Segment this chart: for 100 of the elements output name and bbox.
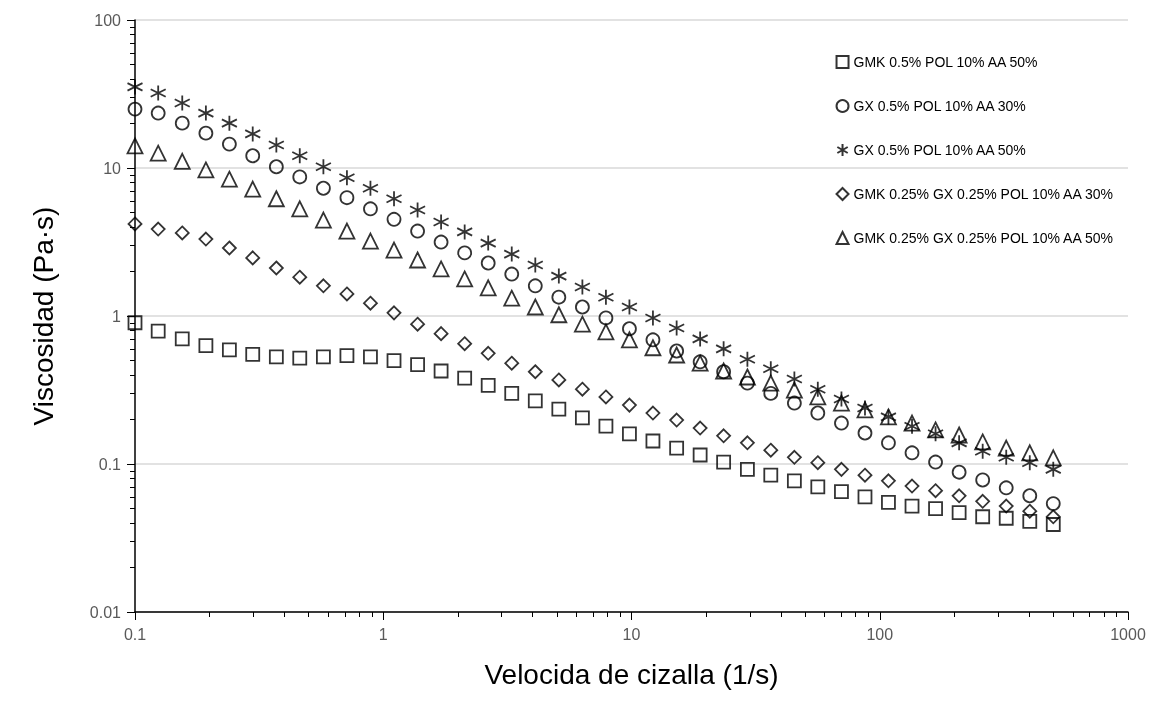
point <box>997 439 1015 457</box>
point <box>433 326 449 342</box>
point <box>763 467 779 483</box>
point <box>951 464 967 480</box>
point <box>668 346 686 364</box>
point <box>245 250 261 266</box>
point <box>1044 460 1062 478</box>
point <box>645 332 661 348</box>
point <box>174 331 190 347</box>
point <box>598 389 614 405</box>
point <box>597 288 615 306</box>
point <box>785 370 803 388</box>
point <box>975 472 991 488</box>
point <box>763 385 779 401</box>
point <box>221 342 237 358</box>
legend-label: GX 0.5% POL 10% AA 50% <box>853 142 1026 158</box>
point <box>527 278 543 294</box>
point <box>432 260 450 278</box>
point <box>174 225 190 241</box>
point <box>692 420 708 436</box>
point <box>292 169 308 185</box>
point <box>316 349 331 365</box>
y-tick-label: 0.1 <box>98 455 122 473</box>
point <box>267 190 285 208</box>
point <box>504 355 520 371</box>
point <box>833 390 850 408</box>
point <box>551 401 567 417</box>
point <box>809 388 827 406</box>
point <box>457 336 473 352</box>
point <box>740 435 755 451</box>
point <box>740 461 755 477</box>
point <box>927 425 944 443</box>
point <box>198 231 214 247</box>
point <box>762 360 780 378</box>
point <box>526 298 544 316</box>
point <box>127 315 143 331</box>
point <box>1022 503 1038 519</box>
point <box>786 395 802 411</box>
point <box>432 213 450 231</box>
point <box>881 495 896 510</box>
point <box>220 114 238 132</box>
point <box>456 270 474 288</box>
point <box>363 349 378 365</box>
y-tick-label: 100 <box>94 11 122 29</box>
point <box>573 278 591 296</box>
point <box>198 125 214 141</box>
point <box>904 478 920 494</box>
point <box>573 315 591 333</box>
y-tick-label: 10 <box>103 159 122 177</box>
point <box>786 473 802 489</box>
point <box>504 385 520 401</box>
point <box>716 428 732 444</box>
point <box>550 267 568 285</box>
point <box>857 467 873 483</box>
point <box>197 161 215 179</box>
point <box>504 266 520 282</box>
point <box>550 306 568 324</box>
point <box>998 510 1014 526</box>
point <box>622 426 637 442</box>
point <box>150 105 166 121</box>
point <box>975 493 991 509</box>
point <box>1044 449 1062 467</box>
point <box>433 363 449 379</box>
point <box>503 245 521 263</box>
point <box>410 357 425 372</box>
point <box>739 368 756 386</box>
point <box>1022 513 1038 529</box>
point <box>1045 517 1061 532</box>
point <box>315 211 332 229</box>
point <box>197 104 215 122</box>
point <box>598 418 614 434</box>
point <box>173 152 191 170</box>
point <box>833 394 850 412</box>
point <box>974 433 992 451</box>
point <box>291 200 309 218</box>
legend-label: GMK 0.25% GX 0.25% POL 10% AA 50% <box>853 230 1113 246</box>
point <box>126 78 144 96</box>
point <box>433 234 449 250</box>
point <box>834 415 849 431</box>
point <box>809 380 827 398</box>
point <box>881 435 896 451</box>
point <box>950 426 968 444</box>
point <box>386 305 402 321</box>
point <box>715 340 733 358</box>
point <box>597 323 615 341</box>
point <box>268 260 284 276</box>
point <box>998 498 1014 514</box>
x-tick-label: 1 <box>378 625 388 643</box>
point <box>292 269 308 285</box>
legend-label: GMK 0.25% GX 0.25% POL 10% AA 30% <box>853 186 1113 202</box>
x-tick-label: 0.1 <box>123 625 147 643</box>
point <box>927 421 944 439</box>
point <box>763 442 779 458</box>
point <box>762 374 780 392</box>
point <box>409 251 426 269</box>
point <box>691 330 709 348</box>
point <box>503 289 521 307</box>
point <box>126 137 144 155</box>
point <box>222 136 237 152</box>
point <box>244 180 262 198</box>
